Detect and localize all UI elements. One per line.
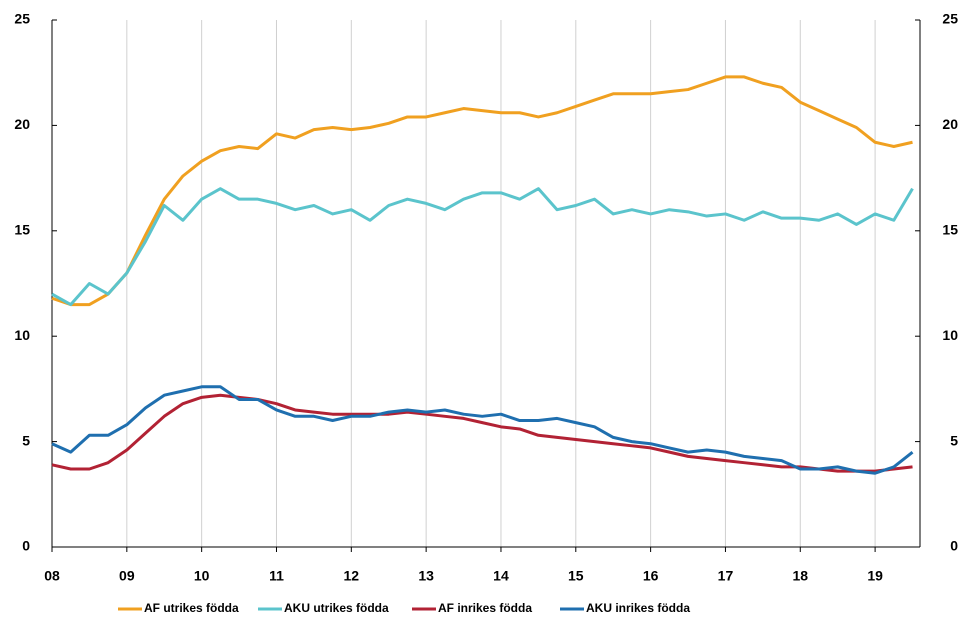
x-tick-label: 14 (493, 568, 509, 584)
series-line (51, 187, 914, 307)
x-tick-label: 15 (568, 568, 584, 584)
y-tick-label: 0 (22, 538, 30, 554)
y2-tick-label: 10 (942, 327, 958, 343)
y2-tick-label: 25 (942, 11, 958, 27)
series-line (51, 385, 914, 475)
x-tick-label: 17 (718, 568, 734, 584)
legend-label: AF utrikes födda (144, 601, 239, 615)
x-tick-label: 18 (792, 568, 808, 584)
y-tick-label: 10 (14, 327, 30, 343)
y2-tick-label: 0 (950, 538, 958, 554)
series-line (51, 393, 913, 473)
legend-label: AF inrikes födda (438, 601, 532, 615)
y2-tick-label: 20 (942, 116, 958, 132)
y2-tick-label: 5 (950, 432, 958, 448)
x-tick-label: 16 (643, 568, 659, 584)
x-tick-label: 19 (867, 568, 883, 584)
y-tick-label: 5 (22, 432, 30, 448)
series-line (51, 75, 913, 307)
x-tick-label: 11 (269, 568, 284, 584)
x-tick-label: 08 (44, 568, 60, 584)
y-tick-label: 25 (14, 11, 30, 27)
y2-tick-label: 15 (942, 222, 958, 238)
x-tick-label: 12 (344, 568, 360, 584)
legend-label: AKU inrikes födda (586, 601, 690, 615)
y-tick-label: 15 (14, 222, 30, 238)
y-tick-label: 20 (14, 116, 30, 132)
x-tick-label: 13 (418, 568, 434, 584)
x-tick-label: 10 (194, 568, 210, 584)
x-tick-label: 09 (119, 568, 135, 584)
legend-label: AKU utrikes födda (284, 601, 389, 615)
